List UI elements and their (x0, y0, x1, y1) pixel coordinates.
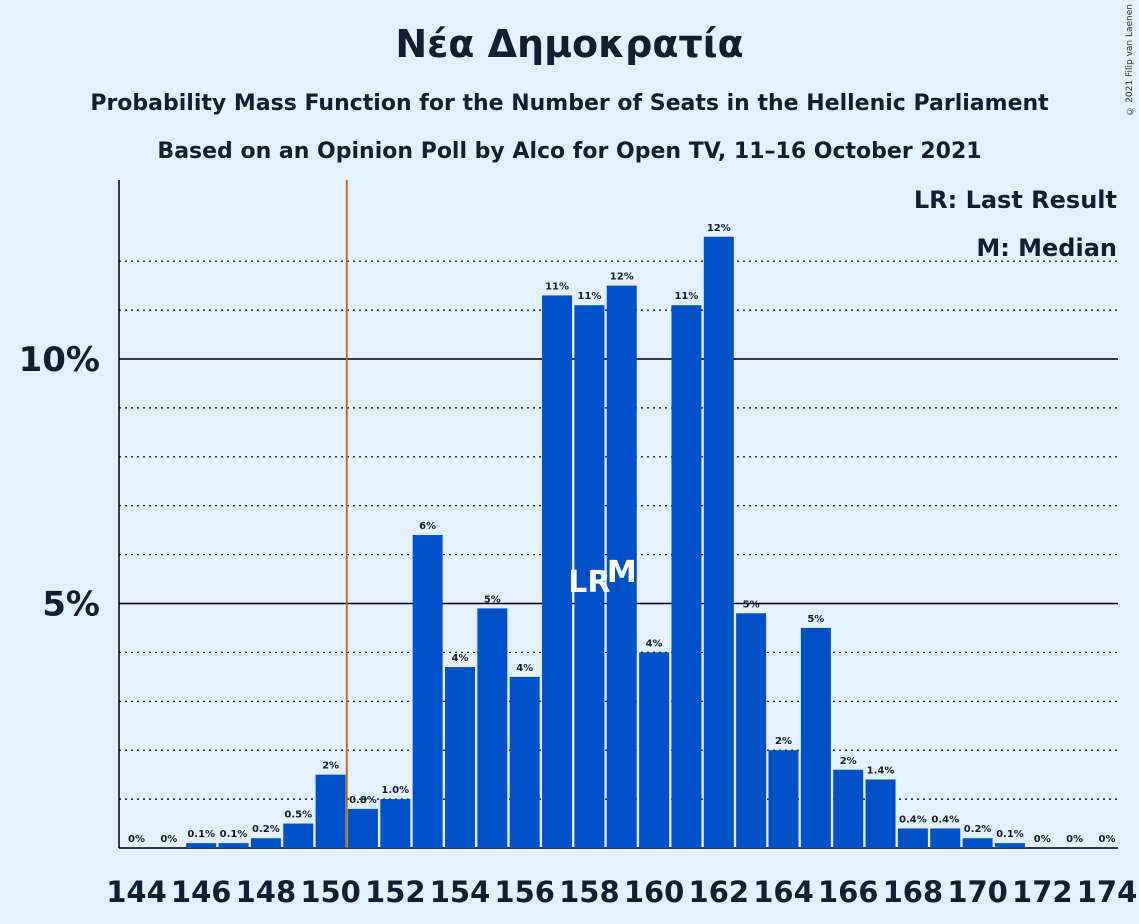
bar-value-label: 4% (452, 653, 469, 664)
bar (412, 535, 443, 848)
bar-value-label: 5% (484, 594, 501, 605)
bar (768, 750, 799, 848)
x-tick-label: 174 (1077, 875, 1138, 909)
x-tick-label: 152 (365, 875, 426, 909)
bar (994, 843, 1025, 848)
bar-value-label: 0.4% (931, 814, 959, 825)
chart-subtitle: Probability Mass Function for the Number… (90, 91, 1049, 116)
bar (315, 774, 346, 848)
bar-value-label: 11% (545, 281, 569, 292)
bar-value-label: 2% (322, 761, 339, 772)
bar (509, 676, 540, 848)
bar-value-label: 11% (577, 291, 601, 302)
x-tick-label: 144 (106, 875, 167, 909)
y-tick-label: 5% (42, 585, 100, 625)
legend-median: M: Median (976, 234, 1117, 262)
bar (477, 608, 508, 848)
bar (897, 828, 928, 848)
bar (930, 828, 961, 848)
bar (606, 285, 637, 848)
legend-last-result: LR: Last Result (913, 186, 1117, 214)
bar-value-label: 0.1% (220, 829, 248, 840)
x-tick-label: 162 (689, 875, 750, 909)
bar-value-label: 0.2% (252, 824, 280, 835)
bar (542, 295, 573, 848)
bar-value-label: 0% (128, 834, 145, 845)
bar-value-label: 0.4% (899, 814, 927, 825)
bar-value-label: 0.2% (964, 824, 992, 835)
bar-value-label: 2% (775, 736, 792, 747)
bar-value-label: 5% (743, 599, 760, 610)
x-tick-label: 156 (494, 875, 555, 909)
bar-value-label: 1.4% (867, 766, 895, 777)
x-tick-label: 160 (624, 875, 685, 909)
bar-value-label: 11% (674, 291, 698, 302)
bar (639, 652, 670, 848)
bar-value-label: 0.1% (996, 829, 1024, 840)
bar-value-label: 0% (160, 834, 177, 845)
median-marker: M (607, 555, 637, 590)
bar (445, 667, 475, 848)
chart-title: Νέα Δημοκρατία (395, 22, 744, 66)
bar (800, 627, 831, 848)
bar (865, 779, 896, 848)
x-tick-label: 148 (236, 875, 297, 909)
x-tick-label: 166 (818, 875, 879, 909)
bar (574, 305, 605, 849)
bar (250, 838, 281, 848)
bar (671, 305, 702, 849)
bar-value-label: 12% (707, 223, 731, 234)
bar-value-label: 0% (1066, 834, 1083, 845)
bar-value-label: 4% (646, 638, 663, 649)
bar-value-label: 0.5% (284, 810, 312, 821)
bar (347, 808, 378, 848)
bar-value-label: 12% (610, 272, 634, 283)
bar-value-label: 5% (807, 614, 824, 625)
x-tick-label: 168 (883, 875, 944, 909)
bar (218, 843, 249, 848)
bar (283, 823, 314, 848)
x-tick-label: 154 (430, 875, 491, 909)
bar (736, 613, 767, 848)
x-tick-label: 164 (753, 875, 814, 909)
bar-value-label: 0% (1099, 834, 1116, 845)
chart-subtitle-source: Based on an Opinion Poll by Alco for Ope… (157, 139, 982, 164)
bar-value-label: 0.1% (187, 829, 215, 840)
x-tick-label: 146 (171, 875, 232, 909)
bar (833, 769, 864, 848)
bar-value-label: 4% (516, 663, 533, 674)
x-tick-label: 170 (947, 875, 1008, 909)
x-tick-label: 158 (559, 875, 620, 909)
bar (962, 838, 993, 848)
bar-value-label: 1.0% (381, 785, 409, 796)
bar-value-label: 6% (419, 521, 436, 532)
x-tick-label: 172 (1012, 875, 1073, 909)
bar-value-label: 2% (840, 756, 857, 767)
bar-value-label: 0% (1034, 834, 1051, 845)
bar (380, 799, 411, 848)
bar (703, 236, 734, 848)
y-tick-label: 10% (19, 340, 100, 380)
x-tick-label: 150 (300, 875, 361, 909)
last-result-marker: LR (568, 565, 610, 600)
bar (186, 843, 217, 848)
bar-value-label: 0.8% (349, 795, 377, 806)
